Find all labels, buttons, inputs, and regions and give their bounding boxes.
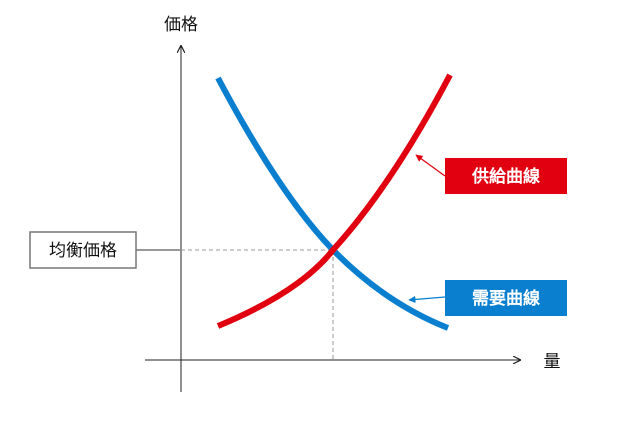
supply-curve [216, 73, 453, 329]
supply-label: 供給曲線 [471, 166, 540, 187]
supply-pointer [415, 154, 446, 177]
demand-pointer [408, 295, 446, 304]
equilibrium-label: 均衡価格 [49, 241, 117, 261]
x-axis-label: 量 [544, 352, 561, 372]
supply-box [445, 158, 567, 194]
y-axis-label: 価格 [164, 15, 198, 35]
demand-box [445, 280, 567, 316]
demand-label: 需要曲線 [472, 288, 540, 309]
demand-curve [215, 76, 450, 331]
